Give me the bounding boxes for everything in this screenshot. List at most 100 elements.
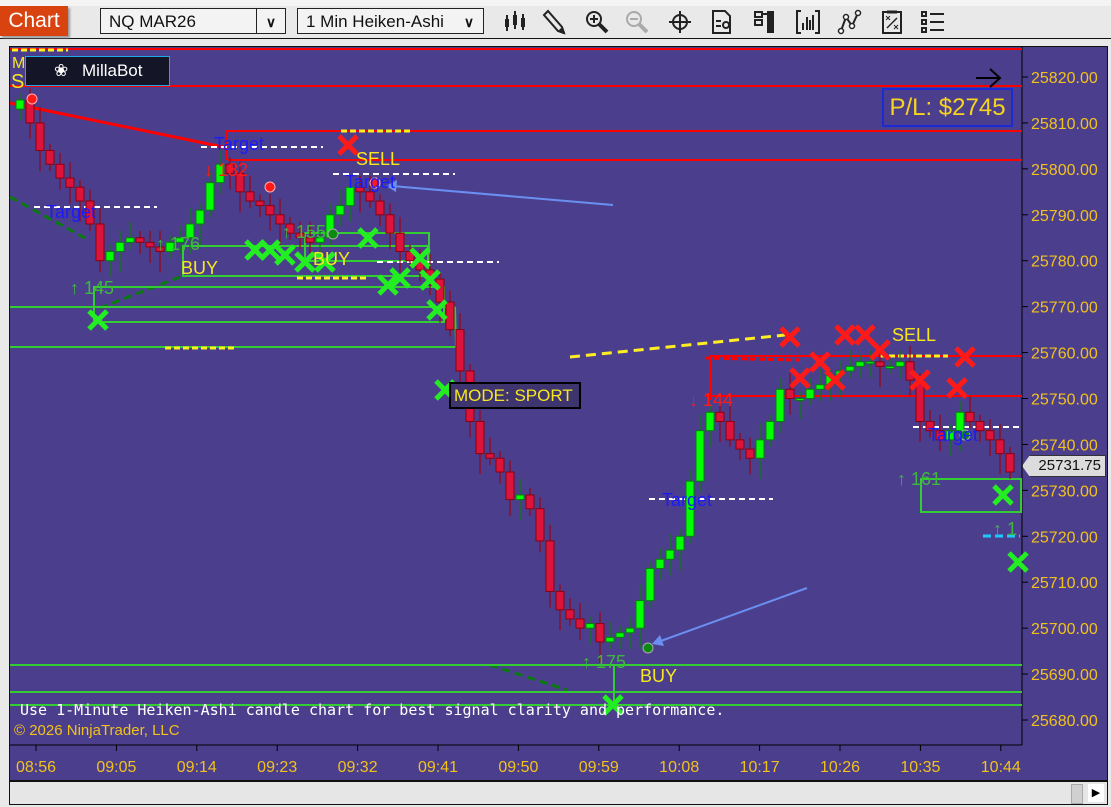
signal-score-label: ↓ 182 [204,160,248,180]
scroll-right-arrow-icon[interactable]: ▶ [1088,784,1104,802]
crosshair-icon[interactable] [667,9,693,35]
chart-panel[interactable] [9,46,1108,781]
price-tick-label: 25730.00 [1031,483,1098,500]
signal-score-label: ↑ 155 [282,222,326,242]
candle-down [365,191,375,202]
timeframe-value: 1 Min Heiken-Ashi [306,12,444,31]
price-tick-label: 25790.00 [1031,208,1098,225]
candle-up [955,411,965,432]
chevron-down-icon[interactable]: ∨ [256,9,285,33]
arrow-annotation [657,587,808,643]
candle-down [135,237,145,243]
candle-up [105,251,115,262]
indicators-icon[interactable] [795,9,821,35]
buy-x-mark [377,274,399,296]
candle-up [775,388,785,422]
buy-dot [642,642,654,654]
candle-up [645,567,655,602]
time-tick-label: 10:17 [740,759,780,776]
candle-down [235,172,245,193]
time-tick-label: 09:32 [338,759,378,776]
templates-icon[interactable] [879,9,905,35]
timeframe-selector[interactable]: 1 Min Heiken-Ashi ∨ [297,8,484,34]
time-tick-label: 10:35 [900,759,940,776]
candle-down [995,439,1005,455]
scrollbar-thumb[interactable] [1071,784,1083,804]
strategies-icon[interactable] [837,9,863,35]
candle-up [885,365,895,369]
chart-trader-icon[interactable] [752,9,778,35]
price-tick-label: 25740.00 [1031,437,1098,454]
candle-down [435,278,445,303]
sell-x-mark [869,339,891,361]
candle-up [805,388,815,400]
current-price-tag: 25731.75 [1022,455,1106,477]
time-tick-label: 08:56 [16,759,56,776]
data-box-icon[interactable] [709,9,735,35]
bar-type-icon[interactable] [502,9,528,35]
sell-x-mark [834,324,856,346]
candle-down [245,191,255,202]
candle-up [165,241,175,253]
buy-dot [959,429,971,441]
candle-down [785,388,795,400]
buy-x-mark [1007,551,1029,573]
buy-signal-label: BUY [181,258,218,278]
arrow-head [652,635,664,646]
candle-down [305,237,315,243]
candle-down [55,163,65,179]
signal-score-label: ↑ 145 [70,278,114,298]
footer-message: Use 1-Minute Heiken-Ashi candle chart fo… [20,701,725,719]
candle-up [635,600,645,629]
buy-signal-label: BUY [640,666,677,686]
time-tick-label: 09:59 [579,759,619,776]
candle-up [765,420,775,441]
time-tick-label: 10:08 [659,759,699,776]
instrument-selector[interactable]: NQ MAR26 ∨ [100,8,286,34]
properties-icon[interactable] [920,9,946,35]
arrow-annotation [391,185,614,206]
candle-down [385,214,395,234]
candle-up [515,494,525,501]
arrow-head [386,180,397,192]
trend-line [569,333,786,359]
candle-up [215,163,225,184]
candle-down [65,177,75,188]
candle-down [1005,453,1015,473]
target-label: Target [345,172,395,192]
buy-x-mark [419,269,441,291]
candle-down [355,186,365,193]
candle-up [795,398,805,402]
candle-down [375,200,385,216]
sell-signal-label: SELL [892,325,936,345]
zoom-out-icon[interactable] [624,9,650,35]
resistance-line [704,356,801,362]
candle-down [265,205,275,216]
zoom-in-icon[interactable] [584,9,610,35]
sell-dot [369,177,381,189]
buy-x-mark [259,239,281,261]
candle-down [715,411,725,422]
candle-up [175,237,185,243]
candle-up [755,439,765,459]
sell-signal-label: SELL [356,149,400,169]
candle-down [225,163,235,174]
horizontal-scrollbar[interactable]: ▶ [9,781,1108,805]
candle-down [535,508,545,542]
indicator-panel-millabot[interactable]: ❀ MillaBot [25,56,170,86]
candle-up [865,361,875,365]
drawing-tool-icon[interactable] [540,9,566,35]
mode-badge: MODE: SPORT [449,382,581,409]
candle-down [985,430,995,441]
candle-down [495,457,505,473]
chevron-down-icon[interactable]: ∨ [463,14,475,30]
candle-down [745,448,755,459]
target-label: Target [46,202,96,222]
sell-x-mark [809,351,831,373]
candle-up [705,411,715,432]
price-tick-label: 25810.00 [1031,116,1098,133]
candle-down [95,223,105,262]
chart-menu-button[interactable]: Chart [0,6,68,36]
buy-dot [327,228,339,240]
